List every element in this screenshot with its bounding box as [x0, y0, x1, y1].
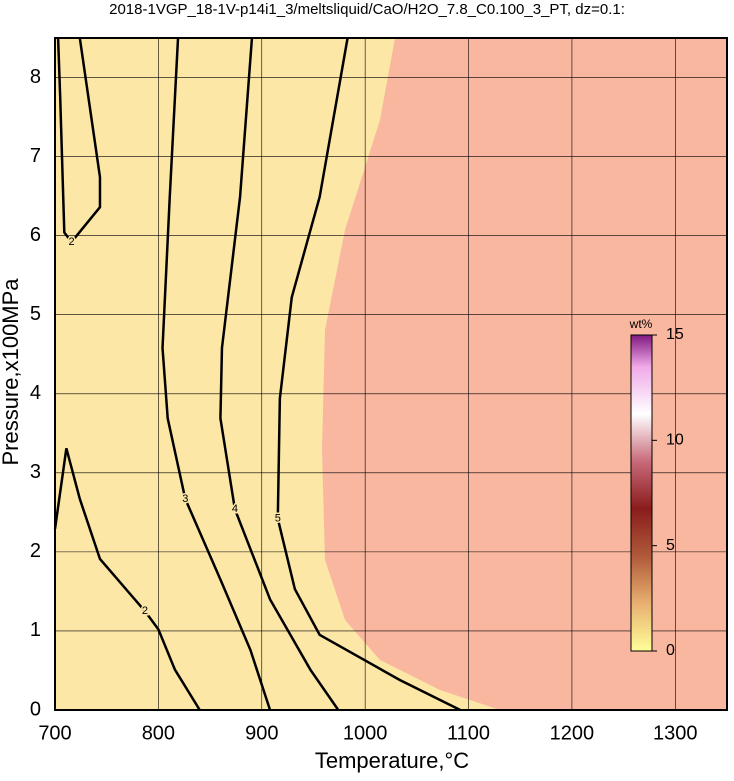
y-tick-label: 3	[30, 461, 41, 483]
field-low	[55, 38, 500, 710]
x-tick-label: 800	[142, 722, 175, 744]
x-axis-label: Temperature,°C	[315, 748, 469, 773]
contour-line	[161, 37, 272, 711]
contour-label: 4	[232, 503, 238, 515]
x-tick-label: 900	[245, 722, 278, 744]
colorbar-tick-label: 5	[666, 537, 675, 554]
colorbar-tick-label: 15	[666, 326, 684, 343]
x-tick-label: 1200	[550, 722, 595, 744]
contour-line	[219, 37, 340, 711]
colorbar-tick-label: 10	[666, 432, 684, 449]
contour-label: 2	[68, 236, 74, 248]
colorbar-label: wt%	[629, 317, 653, 331]
x-tick-label: 1100	[447, 722, 490, 744]
x-tick-label: 1300	[653, 722, 698, 744]
contour-label: 2	[142, 605, 148, 617]
colorbar	[630, 334, 653, 652]
y-tick-label: 8	[30, 66, 41, 88]
plot-frame	[54, 37, 728, 711]
colorbar-tick-label: 0	[666, 642, 675, 659]
chart-title: 2018-1VGP_18-1V-p14i1_3/meltsliquid/CaO/…	[109, 1, 625, 18]
contour-line	[53, 447, 201, 711]
x-tick-label: 1000	[343, 722, 388, 744]
y-axis-label: Pressure,x100MPa	[0, 278, 23, 466]
y-tick-label: 0	[30, 698, 41, 720]
y-tick-label: 7	[30, 145, 41, 167]
contour-label: 3	[182, 493, 188, 505]
y-tick-label: 2	[30, 540, 41, 562]
y-tick-label: 1	[30, 619, 41, 641]
y-tick-label: 4	[30, 382, 41, 404]
y-tick-label: 6	[30, 224, 41, 246]
x-tick-label: 700	[38, 722, 71, 744]
y-tick-label: 5	[30, 303, 41, 325]
contour-line	[276, 37, 461, 712]
contour-label: 5	[275, 513, 281, 525]
contour-line	[56, 37, 102, 244]
